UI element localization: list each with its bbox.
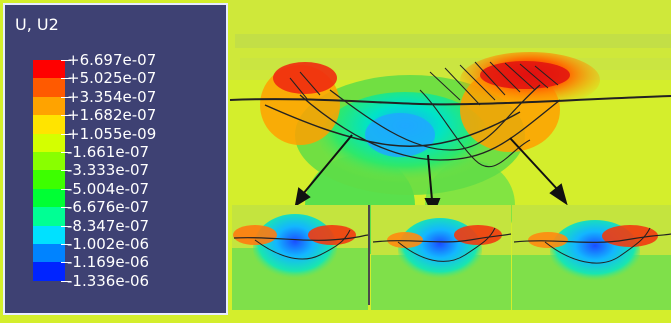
legend-title: U, U2 (15, 15, 59, 34)
legend-tick-mark (61, 207, 71, 209)
legend-tick-label: -3.333e-07 (67, 161, 150, 180)
legend-tick-mark (61, 133, 71, 135)
legend-tick-mark (61, 170, 71, 172)
ground-surface-line (229, 95, 671, 106)
legend-panel: U, U2 +6.697e-07 +5.025e-07 +3.354e-07 +1.6… (3, 3, 228, 315)
legend-swatch (33, 133, 65, 153)
fault-trace-2 (299, 94, 561, 161)
arrow-right (509, 137, 568, 206)
fault-trace-1 (264, 104, 521, 147)
legend-tick-label: -8.347e-07 (67, 216, 150, 235)
legend-tick-label: +1.682e-07 (67, 106, 157, 125)
legend-swatch (33, 115, 65, 135)
legend-tick-label: -5.004e-07 (67, 179, 150, 198)
legend-swatch (33, 244, 65, 263)
legend-tick-label: +6.697e-07 (67, 51, 157, 69)
legend-swatch (33, 225, 65, 245)
basin-core (365, 113, 435, 157)
legend-tick-mark (61, 60, 71, 61)
legend-tick-mark (61, 225, 71, 227)
legend-tick-mark (61, 115, 71, 117)
legend-tick-mark (61, 78, 71, 80)
inset-panel-2 (371, 205, 512, 310)
legend-tick-mark (61, 280, 71, 282)
legend-swatch (33, 78, 65, 98)
legend-tick-label: -6.676e-07 (67, 198, 150, 217)
legend-tick-mark (61, 188, 71, 190)
legend-tick-mark (61, 152, 71, 153)
legend-swatch (33, 207, 65, 227)
legend-tick-label: -1.002e-06 (67, 235, 150, 253)
legend-tick-label: +1.055e-09 (67, 124, 157, 143)
legend-tick-mark (61, 262, 71, 264)
legend-tick-label: +5.025e-07 (67, 69, 157, 88)
fault-trace-3 (329, 84, 541, 151)
legend-swatch (33, 96, 65, 116)
legend-swatch (33, 152, 65, 171)
legend-tick-label: -1.661e-07 (67, 143, 150, 161)
fault-trace-4 (419, 89, 531, 168)
legend-tick-mark (61, 96, 71, 98)
inset-panel-1 (232, 205, 369, 310)
legend-tick-label: -1.336e-06 (67, 271, 150, 290)
legend-swatch (33, 262, 65, 282)
legend-swatch (33, 188, 65, 208)
fault-mesh (289, 61, 559, 106)
red-core-right (480, 61, 570, 89)
legend-tick-label: -1.169e-06 (67, 253, 150, 272)
legend-swatch (33, 170, 65, 190)
legend-tick-label: +3.354e-07 (67, 87, 157, 106)
arrow-left (294, 134, 353, 208)
inset-panel-3 (512, 205, 671, 310)
upper-strip (235, 34, 671, 48)
legend-swatch (33, 60, 65, 79)
legend-tick-mark (61, 244, 71, 245)
